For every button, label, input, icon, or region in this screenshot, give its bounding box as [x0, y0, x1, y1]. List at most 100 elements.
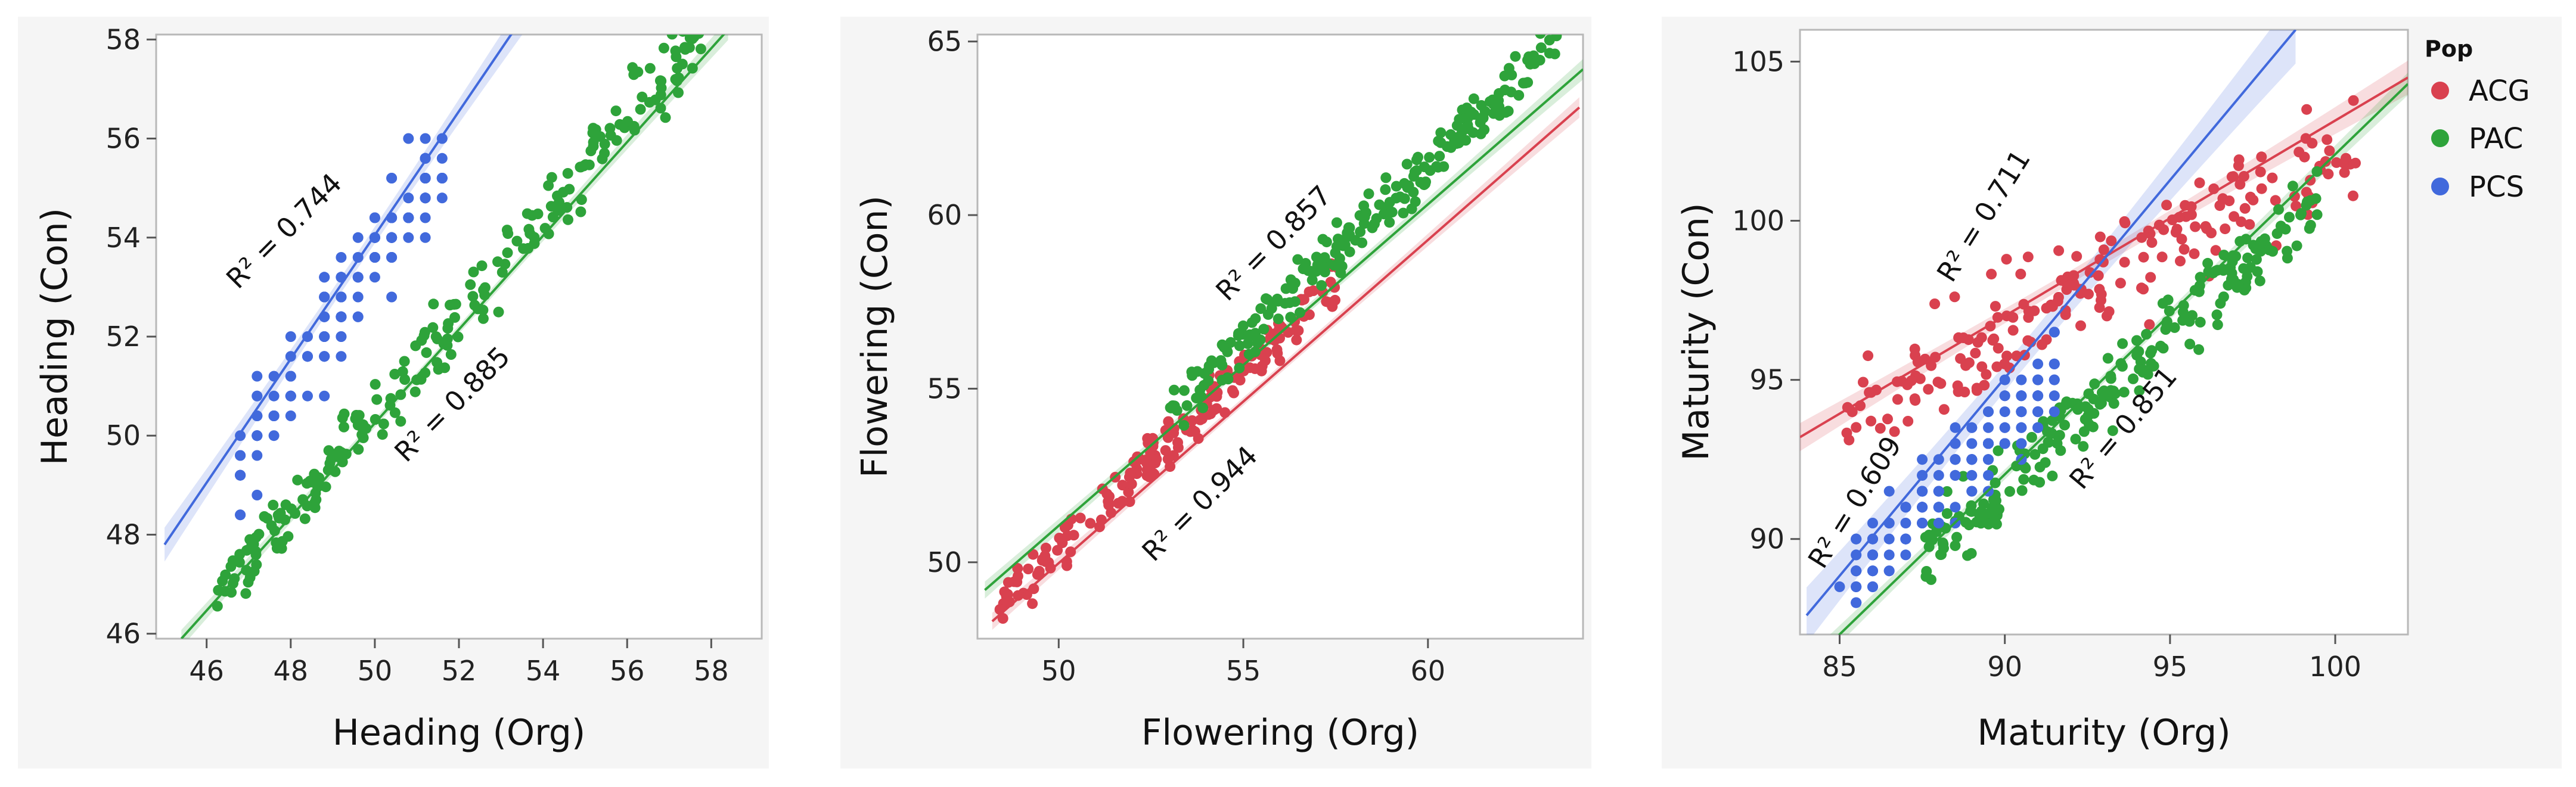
data-point-pac — [1494, 110, 1505, 121]
data-point-pac — [2094, 399, 2106, 410]
data-point-pac — [1317, 234, 1329, 245]
data-point-pac — [395, 416, 406, 427]
data-point-pac — [244, 572, 256, 583]
data-point-pac — [428, 298, 439, 310]
data-point-pac — [2218, 250, 2230, 261]
data-point-acg — [2047, 301, 2058, 312]
data-point-pac — [1374, 199, 1385, 210]
y-tick-label: 56 — [105, 123, 141, 155]
data-point-pac — [1242, 338, 1253, 349]
data-point-acg — [1054, 533, 1065, 544]
data-point-acg — [2214, 200, 2226, 211]
data-point-pcs — [436, 173, 448, 183]
data-point-acg — [2256, 183, 2267, 194]
data-point-acg — [1211, 391, 1222, 402]
data-point-pac — [1357, 237, 1368, 248]
data-point-pcs — [1883, 565, 1895, 577]
x-tick-label: 60 — [1411, 655, 1446, 687]
data-point-acg — [1256, 365, 1267, 377]
data-point-pcs — [1867, 581, 1878, 592]
data-point-acg — [1123, 487, 1134, 497]
y-tick-label: 65 — [927, 26, 962, 58]
data-point-pac — [1434, 151, 1445, 162]
data-point-pac — [2141, 329, 2152, 340]
data-point-acg — [1117, 480, 1128, 491]
data-point-pac — [240, 588, 252, 599]
data-point-pcs — [1983, 422, 1994, 433]
data-point-pac — [225, 561, 237, 572]
data-point-acg — [1291, 334, 1302, 346]
data-point-pcs — [285, 371, 296, 382]
data-point-acg — [2324, 145, 2335, 156]
data-point-pac — [1289, 278, 1301, 289]
x-tick-label: 95 — [2153, 651, 2188, 683]
data-point-acg — [1027, 598, 1038, 609]
data-point-pcs — [369, 212, 380, 223]
data-point-pac — [1544, 48, 1555, 59]
plot-content — [984, 35, 1583, 630]
data-point-pac — [337, 412, 348, 424]
data-point-pac — [1435, 127, 1447, 138]
data-point-acg — [2245, 191, 2256, 203]
data-point-acg — [2244, 219, 2255, 230]
data-point-pac — [1455, 135, 1466, 147]
data-point-pac — [496, 267, 508, 278]
data-point-pac — [1487, 94, 1498, 105]
data-point-pac — [2284, 211, 2295, 223]
data-point-pcs — [1983, 406, 1994, 418]
data-point-pac — [2184, 338, 2196, 350]
data-point-pac — [695, 43, 706, 55]
data-point-pcs — [386, 232, 398, 243]
data-point-pac — [1199, 368, 1210, 379]
data-point-pac — [493, 306, 504, 318]
data-point-pac — [1178, 420, 1190, 431]
legend-label-pcs: PCS — [2469, 170, 2524, 204]
data-point-pac — [1266, 303, 1277, 314]
data-point-acg — [2015, 269, 2026, 279]
data-point-pcs — [2032, 390, 2044, 402]
x-tick-label: 90 — [1987, 651, 2022, 683]
data-point-acg — [2115, 278, 2126, 289]
data-point-acg — [1955, 353, 1966, 364]
data-point-acg — [1932, 377, 1944, 388]
data-point-acg — [2267, 172, 2278, 183]
data-point-pac — [2118, 387, 2130, 398]
data-point-pac — [2254, 238, 2265, 250]
data-point-pac — [2100, 388, 2111, 400]
data-point-acg — [2071, 251, 2082, 262]
data-point-pac — [1409, 166, 1420, 178]
data-point-pac — [1273, 295, 1284, 307]
data-point-pac — [1178, 385, 1190, 396]
data-point-acg — [2007, 312, 2019, 323]
data-point-acg — [1963, 357, 1975, 368]
data-point-acg — [1923, 384, 1934, 395]
data-point-pcs — [1917, 518, 1928, 528]
data-point-pac — [1419, 161, 1430, 173]
data-point-pcs — [252, 450, 263, 461]
data-point-pac — [2177, 307, 2189, 318]
data-point-pcs — [1851, 581, 1862, 592]
data-point-acg — [2321, 134, 2333, 145]
data-point-pac — [266, 520, 277, 531]
data-point-pcs — [2016, 390, 2027, 402]
data-point-acg — [1172, 437, 1183, 448]
data-point-acg — [1325, 276, 1336, 288]
data-point-pac — [587, 127, 598, 138]
data-point-pcs — [1867, 565, 1878, 577]
data-point-pac — [2212, 319, 2223, 331]
data-point-pac — [1454, 114, 1465, 125]
y-tick-label: 58 — [105, 23, 141, 55]
data-point-pac — [1300, 258, 1311, 269]
data-point-pcs — [302, 390, 313, 402]
data-point-pac — [371, 394, 383, 405]
data-point-pac — [1391, 181, 1402, 192]
data-point-acg — [1039, 550, 1051, 561]
data-point-pac — [635, 104, 646, 115]
data-point-acg — [2161, 200, 2172, 211]
data-point-pac — [610, 105, 622, 117]
legend-label-pac: PAC — [2469, 122, 2523, 155]
data-point-pac — [629, 125, 640, 136]
data-point-pcs — [1966, 486, 1978, 497]
data-point-acg — [1293, 325, 1304, 336]
data-point-acg — [1189, 426, 1200, 437]
